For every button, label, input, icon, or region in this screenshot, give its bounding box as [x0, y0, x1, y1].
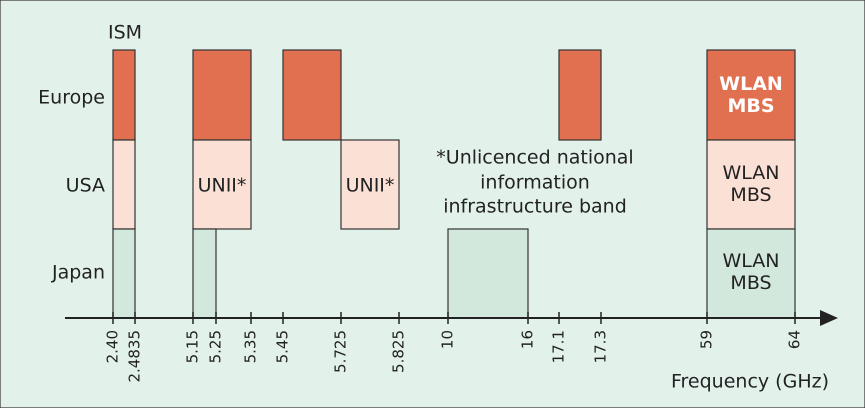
block-label: WLAN MBS [722, 162, 779, 206]
tick-label: 17.3 [592, 330, 610, 363]
block-label: UNII* [346, 175, 395, 197]
band-block [192, 228, 217, 319]
band-block [447, 228, 529, 319]
band-block [112, 49, 136, 141]
block-label: UNII* [198, 175, 247, 197]
tick-label: 10 [439, 330, 457, 349]
note-line: information [480, 172, 590, 194]
tick-label: 5.45 [274, 330, 292, 363]
tick-label: 5.25 [207, 330, 225, 363]
row-label: USA [66, 175, 105, 197]
row-label: Japan [51, 262, 105, 284]
band-block [192, 49, 252, 141]
tick-label: 2.40 [104, 330, 122, 363]
tick-label: 5.725 [332, 330, 350, 373]
note-line: *Unlicenced national [436, 147, 633, 169]
axis-arrow [820, 310, 838, 326]
band-block [192, 139, 252, 230]
band-block [706, 49, 796, 141]
block-label: WLAN MBS [722, 250, 779, 294]
band-block [112, 139, 136, 230]
band-block [112, 228, 136, 319]
tick-label: 16 [519, 330, 537, 349]
band-block [282, 49, 342, 141]
tick-label: 2.4835 [126, 330, 144, 383]
tick-label: 5.15 [184, 330, 202, 363]
axis-title: Frequency (GHz) [671, 371, 829, 393]
band-block [558, 49, 602, 141]
tick-label: 59 [698, 330, 716, 349]
tick-label: 5.825 [390, 330, 408, 373]
tick-label: 5.35 [242, 330, 260, 363]
ism-label: ISM [108, 22, 142, 44]
note-line: infrastructure band [443, 196, 627, 218]
band-block [340, 139, 400, 230]
tick-label: 64 [786, 330, 804, 349]
tick-label: 17.1 [550, 330, 568, 363]
block-label: WLAN MBS [719, 73, 783, 117]
row-label: Europe [38, 87, 105, 109]
